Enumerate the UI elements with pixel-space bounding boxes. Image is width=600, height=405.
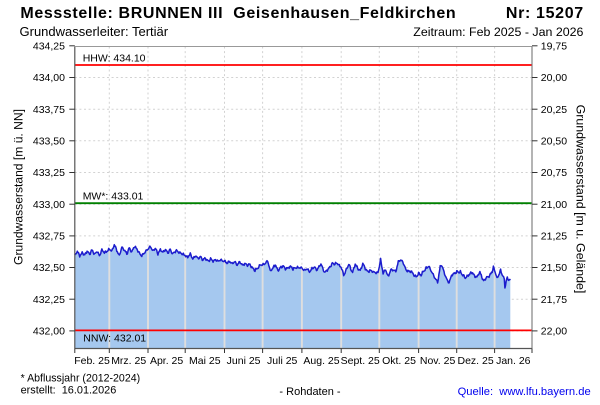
svg-text:Grundwasserstand [m ü. NN]: Grundwasserstand [m ü. NN] [12, 109, 26, 265]
svg-text:Okt. 25: Okt. 25 [382, 355, 416, 367]
svg-text:432,25: 432,25 [33, 294, 65, 306]
svg-text:Jan. 26: Jan. 26 [496, 355, 531, 367]
svg-text:Mrz. 25: Mrz. 25 [111, 355, 146, 367]
svg-text:* Abflussjahr (2012-2024): * Abflussjahr (2012-2024) [21, 372, 141, 384]
svg-text:erstellt: 16.01.2026: erstellt: 16.01.2026 [21, 385, 117, 397]
svg-text:434,25: 434,25 [33, 40, 65, 52]
svg-text:Sept. 25: Sept. 25 [341, 355, 380, 367]
svg-text:19,75: 19,75 [541, 40, 567, 52]
svg-text:20,75: 20,75 [541, 167, 567, 179]
svg-text:432,75: 432,75 [33, 231, 65, 243]
svg-text:433,00: 433,00 [33, 199, 65, 211]
svg-text:MW*: 433.01: MW*: 433.01 [83, 191, 144, 203]
svg-text:Juli 25: Juli 25 [267, 355, 298, 367]
svg-text:Messstelle: BRUNNEN III Geise: Messstelle: BRUNNEN III Geisenhausen_Fel… [20, 5, 456, 22]
svg-text:20,25: 20,25 [541, 104, 567, 116]
svg-text:20,00: 20,00 [541, 72, 567, 84]
svg-text:22,00: 22,00 [541, 326, 567, 338]
svg-text:- Rohdaten -: - Rohdaten - [279, 386, 340, 398]
svg-text:20,50: 20,50 [541, 135, 567, 147]
svg-text:Aug. 25: Aug. 25 [303, 355, 339, 367]
svg-text:Zeitraum: Feb 2025 - Jan 2026: Zeitraum: Feb 2025 - Jan 2026 [413, 25, 583, 39]
svg-text:Dez. 25: Dez. 25 [458, 355, 494, 367]
svg-text:Mai 25: Mai 25 [189, 355, 221, 367]
svg-text:Nr: 15207: Nr: 15207 [506, 5, 584, 22]
svg-text:Feb. 25: Feb. 25 [74, 355, 110, 367]
svg-text:433,75: 433,75 [33, 104, 65, 116]
svg-text:Grundwasserstand [m u. Gelände: Grundwasserstand [m u. Gelände] [574, 105, 588, 294]
svg-text:Grundwasserleiter: Tertiär: Grundwasserleiter: Tertiär [20, 24, 169, 39]
svg-text:432,50: 432,50 [33, 262, 65, 274]
svg-text:432,00: 432,00 [33, 326, 65, 338]
svg-text:433,50: 433,50 [33, 135, 65, 147]
svg-text:HHW: 434.10: HHW: 434.10 [83, 53, 146, 65]
svg-text:Quelle: www.lfu.bayern.de: Quelle: www.lfu.bayern.de [458, 386, 591, 398]
svg-text:21,75: 21,75 [541, 294, 567, 306]
svg-text:Apr. 25: Apr. 25 [150, 355, 183, 367]
svg-text:21,00: 21,00 [541, 199, 567, 211]
svg-text:21,50: 21,50 [541, 262, 567, 274]
svg-text:434,00: 434,00 [33, 72, 65, 84]
svg-text:Juni 25: Juni 25 [227, 355, 261, 367]
svg-text:NNW: 432.01: NNW: 432.01 [83, 333, 146, 345]
svg-text:21,25: 21,25 [541, 231, 567, 243]
svg-text:Nov. 25: Nov. 25 [420, 355, 456, 367]
svg-text:433,25: 433,25 [33, 167, 65, 179]
